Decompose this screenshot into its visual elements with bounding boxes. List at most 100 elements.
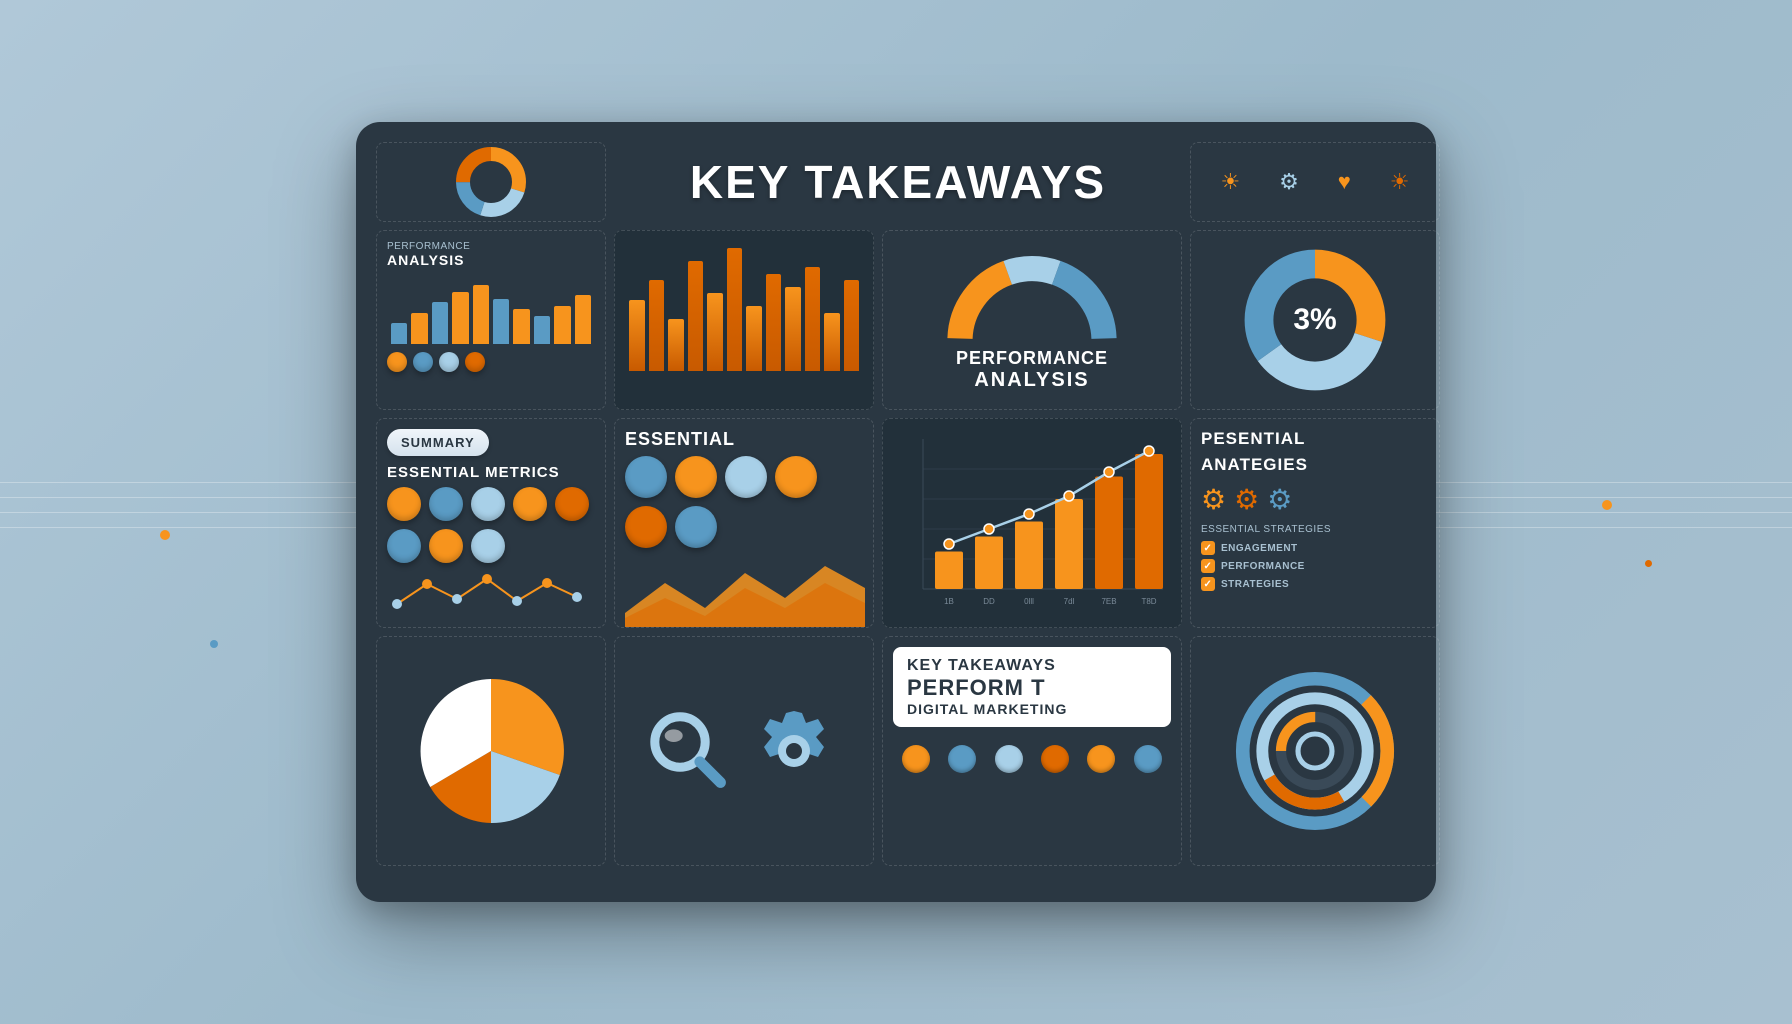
strategy-label: ENGAGEMENT bbox=[1221, 543, 1298, 554]
donut-value: 3% bbox=[1293, 303, 1336, 337]
strategies-panel: PESENTIAL ANATEGIES ⚙ ⚙ ⚙ ESSENTIAL STRA… bbox=[1190, 418, 1440, 628]
svg-text:T8D: T8D bbox=[1141, 597, 1156, 606]
target-radial-icon bbox=[1230, 666, 1400, 836]
metrics-heading: ESSENTIAL METRICS bbox=[387, 464, 595, 481]
gauge-panel: PERFORMANCE ANALYSIS bbox=[882, 230, 1182, 410]
infographic-board: KEY TAKEAWAYS ☀ ⚙ ♥ ☀ PERFORMANCE ANALYS… bbox=[356, 122, 1436, 902]
strategy-item: ✓PERFORMANCE bbox=[1201, 559, 1429, 573]
strategies-h2: ANATEGIES bbox=[1201, 455, 1429, 475]
top-right-icons: ☀ ⚙ ♥ ☀ bbox=[1190, 142, 1440, 222]
main-title: KEY TAKEAWAYS bbox=[614, 142, 1182, 222]
gear-icon: ⚙ bbox=[1201, 483, 1226, 516]
bg-dot bbox=[210, 640, 218, 648]
banner-small-icon bbox=[1041, 745, 1069, 773]
bar bbox=[707, 293, 723, 371]
banner-small-icon bbox=[995, 745, 1023, 773]
area-chart-icon bbox=[625, 558, 865, 628]
dot-icon bbox=[439, 352, 459, 372]
essential-heading: ESSENTIAL bbox=[625, 429, 863, 450]
svg-text:7dl: 7dl bbox=[1064, 597, 1075, 606]
banner-l2: PERFORM T bbox=[907, 675, 1157, 701]
metric-icon bbox=[429, 487, 463, 521]
bar bbox=[824, 313, 840, 372]
bar bbox=[432, 302, 448, 344]
banner-small-icon bbox=[902, 745, 930, 773]
strategy-item: ✓ STRATEGIES bbox=[1201, 577, 1429, 591]
metrics-icon-grid bbox=[387, 487, 595, 563]
svg-text:1B: 1B bbox=[944, 597, 954, 606]
check-icon: ✓ bbox=[1201, 577, 1215, 591]
combo-chart: 1BDD0lll7dl7EBT8D bbox=[893, 429, 1173, 619]
gear-icon: ⚙ bbox=[1267, 483, 1292, 516]
center-bars bbox=[625, 241, 863, 371]
essential-icon bbox=[675, 506, 717, 548]
center-bars-panel bbox=[614, 230, 874, 410]
essential-icon bbox=[625, 456, 667, 498]
gear-cluster-icon bbox=[744, 701, 844, 801]
svg-text:DD: DD bbox=[983, 597, 995, 606]
heart-icon: ♥ bbox=[1338, 169, 1351, 195]
magnifier-icon bbox=[644, 706, 734, 796]
check-icon: ✓ bbox=[1201, 541, 1215, 555]
essential-icon bbox=[625, 506, 667, 548]
bg-dot bbox=[160, 530, 170, 540]
strategy-item: ✓ ENGAGEMENT bbox=[1201, 541, 1429, 555]
sun-icon: ☀ bbox=[1390, 169, 1410, 195]
analysis-panel: PERFORMANCE ANALYSIS bbox=[376, 230, 606, 410]
banner-small-icon bbox=[1134, 745, 1162, 773]
top-left-donut-panel bbox=[376, 142, 606, 222]
strategy-label: PERFORMANCE bbox=[1221, 561, 1305, 572]
bar bbox=[493, 299, 509, 345]
pie-chart-icon bbox=[411, 671, 571, 831]
bar bbox=[452, 292, 468, 345]
donut-percent-panel: 3% bbox=[1190, 230, 1440, 410]
metrics-panel: SUMMARY ESSENTIAL METRICS bbox=[376, 418, 606, 628]
strategies-h1: PESENTIAL bbox=[1201, 429, 1429, 449]
metric-icon bbox=[471, 529, 505, 563]
dot-icon bbox=[387, 352, 407, 372]
essential-icon bbox=[775, 456, 817, 498]
gear-icon: ⚙ bbox=[1234, 483, 1259, 516]
bar bbox=[534, 316, 550, 344]
bar bbox=[785, 287, 801, 372]
banner-icon-row bbox=[893, 743, 1171, 775]
sun-icon: ☀ bbox=[1220, 169, 1240, 195]
svg-text:0lll: 0lll bbox=[1024, 597, 1034, 606]
bar bbox=[629, 300, 645, 372]
banner-l1: KEY TAKEAWAYS bbox=[907, 657, 1157, 675]
bar bbox=[473, 285, 489, 345]
gear-icon: ⚙ bbox=[1279, 169, 1299, 195]
metric-icon bbox=[387, 487, 421, 521]
target-panel bbox=[1190, 636, 1440, 866]
bar bbox=[844, 280, 860, 371]
bar bbox=[554, 306, 570, 345]
bar bbox=[688, 261, 704, 372]
bar bbox=[649, 280, 665, 371]
metric-icon bbox=[513, 487, 547, 521]
connector-line-chart bbox=[387, 569, 597, 619]
banner-card: KEY TAKEAWAYS PERFORM T DIGITAL MARKETIN… bbox=[893, 647, 1171, 727]
strategy-label: STRATEGIES bbox=[1221, 579, 1289, 590]
bar bbox=[668, 319, 684, 371]
bar bbox=[746, 306, 762, 371]
essential-icon-grid bbox=[625, 456, 863, 548]
strategies-sub: ESSENTIAL STRATEGIES bbox=[1201, 524, 1429, 535]
analysis-bars bbox=[387, 274, 595, 344]
analysis-heading: ANALYSIS bbox=[387, 252, 595, 268]
metric-icon bbox=[429, 529, 463, 563]
gauge-label1: PERFORMANCE bbox=[956, 348, 1108, 369]
dot-icon bbox=[465, 352, 485, 372]
banner-small-icon bbox=[1087, 745, 1115, 773]
gauge-label2: ANALYSIS bbox=[974, 369, 1089, 392]
essential-panel: ESSENTIAL bbox=[614, 418, 874, 628]
metric-icon bbox=[471, 487, 505, 521]
bar bbox=[391, 323, 407, 344]
banner-l3: DIGITAL MARKETING bbox=[907, 701, 1157, 717]
essential-icon bbox=[725, 456, 767, 498]
bar bbox=[575, 295, 591, 344]
strategy-checklist: ✓ ENGAGEMENT ✓PERFORMANCE ✓ STRATEGIES bbox=[1201, 541, 1429, 591]
bar bbox=[513, 309, 529, 344]
gauge-chart-icon bbox=[942, 248, 1122, 348]
combo-chart-panel: 1BDD0lll7dl7EBT8D bbox=[882, 418, 1182, 628]
summary-pill: SUMMARY bbox=[387, 429, 489, 456]
